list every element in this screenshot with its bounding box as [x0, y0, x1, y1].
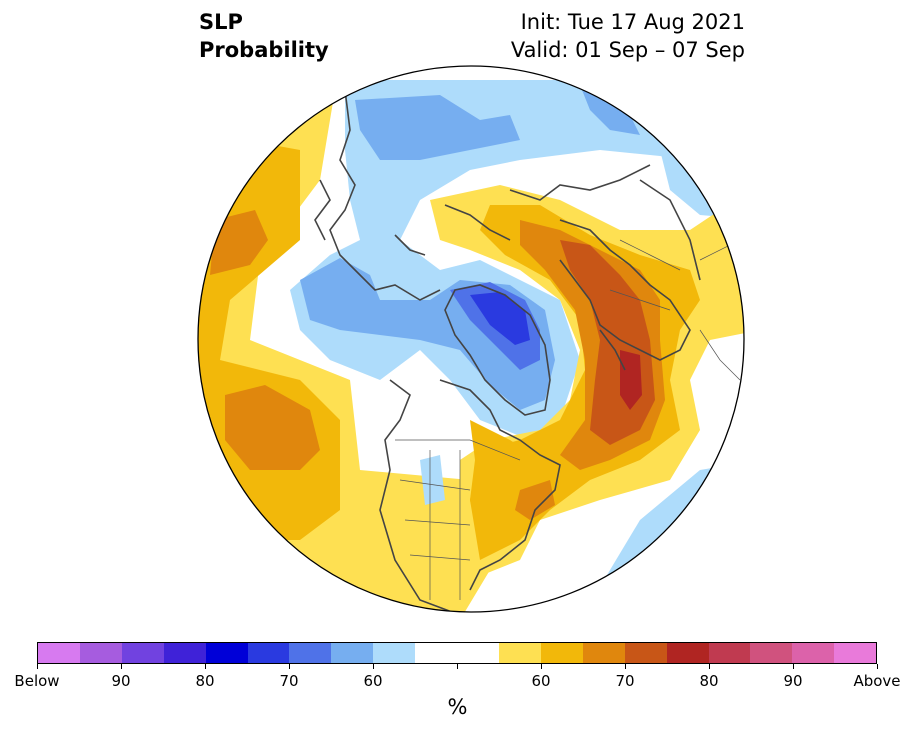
colorbar-segment: [624, 643, 667, 663]
chart-title-right: Init: Tue 17 Aug 2021 Valid: 01 Sep – 07…: [511, 8, 745, 64]
colorbar-label: Below: [14, 672, 60, 690]
colorbar-ticks: [0, 664, 915, 670]
colorbar-tick: [625, 664, 626, 669]
colorbar-tick: [289, 664, 290, 669]
map-disk: [198, 66, 744, 612]
colorbar-unit: %: [447, 695, 468, 719]
colorbar-tick: [877, 664, 878, 669]
above-region-na-east-70: [515, 480, 555, 520]
colorbar-tick: [205, 664, 206, 669]
colorbar-tick: [793, 664, 794, 669]
above-region-europe-80: [620, 350, 642, 410]
colorbar-tick: [457, 664, 458, 669]
colorbar-segment: [289, 643, 332, 663]
colorbar-label: 70: [615, 672, 635, 690]
colorbar-segment: [708, 643, 751, 663]
colorbar-label: 80: [699, 672, 719, 690]
colorbar-segment: [498, 643, 541, 663]
probability-colorbar: [37, 642, 877, 664]
below-region-greenland-80: [470, 292, 530, 345]
colorbar-label: 90: [783, 672, 803, 690]
colorbar-tick: [541, 664, 542, 669]
colorbar-segment: [38, 643, 80, 663]
colorbar-segment: [540, 643, 583, 663]
init-date: Init: Tue 17 Aug 2021: [520, 10, 745, 34]
colorbar-segment: [331, 643, 374, 663]
borders: [395, 239, 741, 600]
colorbar-segment: [666, 643, 709, 663]
above-region-west-70b: [225, 385, 320, 470]
colorbar-segment: [750, 643, 793, 663]
colorbar-segment: [834, 643, 877, 663]
below-region-northamerica: [420, 455, 445, 505]
colorbar-label: 90: [111, 672, 131, 690]
chart-title-left: SLP Probability: [199, 8, 329, 64]
colorbar-segment: [415, 643, 458, 663]
map-boundary: [197, 65, 745, 613]
title-product: Probability: [199, 38, 329, 62]
colorbar-label: Above: [853, 672, 901, 690]
colorbar-segment: [373, 643, 416, 663]
coastlines: [314, 89, 701, 612]
valid-range: Valid: 01 Sep – 07 Sep: [510, 38, 745, 62]
colorbar-segment: [79, 643, 122, 663]
colorbar-segment: [205, 643, 248, 663]
colorbar-segment: [582, 643, 625, 663]
colorbar-tick: [373, 664, 374, 669]
above-region-west-70a: [210, 210, 268, 275]
colorbar-label: 70: [279, 672, 299, 690]
below-region-north: [290, 80, 700, 440]
colorbar-segment: [247, 643, 290, 663]
colorbar-segment: [163, 643, 206, 663]
title-variable: SLP: [199, 10, 243, 34]
colorbar-tick: [121, 664, 122, 669]
colorbar-label: 60: [363, 672, 383, 690]
colorbar-label: 80: [195, 672, 215, 690]
colorbar-segment: [121, 643, 164, 663]
below-region-north-60: [355, 95, 520, 160]
polar-probability-map: [197, 65, 745, 613]
colorbar-labels: Below 90 80 70 60 60 70 80 90 Above: [0, 672, 915, 692]
colorbar-tick: [37, 664, 38, 669]
colorbar-label: 60: [531, 672, 551, 690]
colorbar-tick: [709, 664, 710, 669]
colorbar-segment: [457, 643, 499, 663]
colorbar-segment: [792, 643, 835, 663]
below-region-ne-corner: [580, 85, 640, 135]
